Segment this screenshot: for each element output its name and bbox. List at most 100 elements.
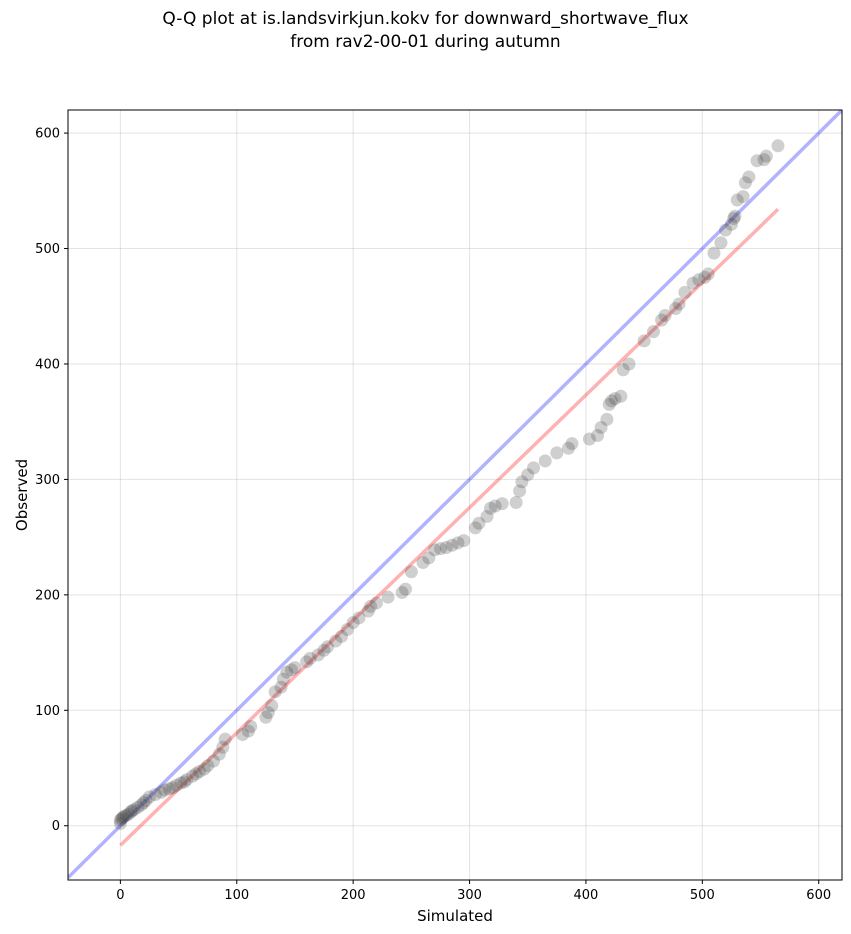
data-point xyxy=(719,223,733,237)
data-point xyxy=(605,394,619,408)
data-point xyxy=(364,599,378,613)
data-point xyxy=(259,710,273,724)
data-point xyxy=(591,429,605,443)
data-point xyxy=(686,276,700,290)
data-point xyxy=(148,788,162,802)
data-point xyxy=(727,212,741,226)
y-tick-label: 100 xyxy=(35,704,60,719)
x-tick-label: 600 xyxy=(806,888,831,903)
data-point xyxy=(346,616,360,630)
data-point xyxy=(158,783,172,797)
data-point xyxy=(433,542,447,556)
data-point xyxy=(134,798,148,812)
data-point xyxy=(724,217,738,231)
x-tick-label: 400 xyxy=(574,888,599,903)
data-point xyxy=(771,139,785,153)
data-point xyxy=(669,302,683,316)
data-point xyxy=(142,790,156,804)
data-point xyxy=(495,497,509,511)
data-point xyxy=(637,334,651,348)
data-point xyxy=(468,521,482,535)
data-point xyxy=(303,651,317,665)
data-point xyxy=(119,808,133,822)
data-point xyxy=(311,648,325,662)
data-point xyxy=(614,389,628,403)
data-point xyxy=(340,622,354,636)
data-point xyxy=(445,538,459,552)
x-tick-label: 300 xyxy=(457,888,482,903)
data-point xyxy=(608,392,622,406)
data-point xyxy=(565,437,579,451)
data-point xyxy=(600,412,614,426)
data-point xyxy=(361,604,375,618)
data-point xyxy=(646,325,660,339)
data-point xyxy=(622,357,636,371)
data-point xyxy=(550,446,564,460)
data-point xyxy=(216,740,230,754)
data-point xyxy=(692,273,706,287)
data-point xyxy=(527,461,541,475)
data-point xyxy=(707,246,721,260)
data-point xyxy=(736,190,750,204)
data-point xyxy=(218,732,232,746)
data-point xyxy=(197,762,211,776)
data-point xyxy=(268,685,282,699)
data-point xyxy=(201,759,215,773)
y-axis-label: Observed xyxy=(13,459,31,531)
data-point xyxy=(113,813,127,827)
data-point xyxy=(317,643,331,657)
data-point xyxy=(189,767,203,781)
data-point xyxy=(742,170,756,184)
data-point xyxy=(166,781,180,795)
data-point xyxy=(616,363,630,377)
data-point xyxy=(177,775,191,789)
data-point xyxy=(280,665,294,679)
data-point xyxy=(131,800,145,814)
data-point xyxy=(513,484,527,498)
data-point xyxy=(352,611,366,625)
data-point xyxy=(698,270,712,284)
y-tick-label: 500 xyxy=(35,242,60,257)
data-point xyxy=(329,634,343,648)
data-point xyxy=(154,785,168,799)
data-point xyxy=(284,663,298,677)
plot-frame xyxy=(67,109,843,881)
data-point xyxy=(288,661,302,675)
data-point xyxy=(428,543,442,557)
data-point xyxy=(137,796,151,810)
data-point xyxy=(451,536,465,550)
data-point xyxy=(369,596,383,610)
data-point xyxy=(594,420,608,434)
data-point xyxy=(125,804,139,818)
data-point xyxy=(193,764,207,778)
data-point xyxy=(116,811,130,825)
data-point xyxy=(509,496,523,510)
data-point xyxy=(422,551,436,565)
data-point xyxy=(515,475,529,489)
data-point xyxy=(169,778,183,792)
points-layer xyxy=(113,139,785,830)
data-point xyxy=(174,776,188,790)
data-point xyxy=(265,699,279,713)
data-point xyxy=(658,308,672,322)
data-point xyxy=(321,640,335,654)
data-point xyxy=(395,586,409,600)
data-point xyxy=(241,724,255,738)
y-tick-label: 600 xyxy=(35,127,60,142)
data-point xyxy=(115,812,129,826)
data-point xyxy=(127,803,141,817)
data-point xyxy=(538,454,552,468)
data-point xyxy=(236,728,250,742)
data-point xyxy=(261,706,275,720)
fit-line xyxy=(119,208,780,847)
x-tick-label: 0 xyxy=(116,888,124,903)
x-tick-label: 200 xyxy=(341,888,366,903)
data-point xyxy=(381,590,395,604)
data-point xyxy=(582,432,596,446)
data-point xyxy=(488,499,502,513)
data-point xyxy=(672,297,686,311)
data-point xyxy=(113,816,127,830)
grid-layer xyxy=(68,110,842,880)
data-point xyxy=(139,793,153,807)
data-point xyxy=(738,176,752,190)
